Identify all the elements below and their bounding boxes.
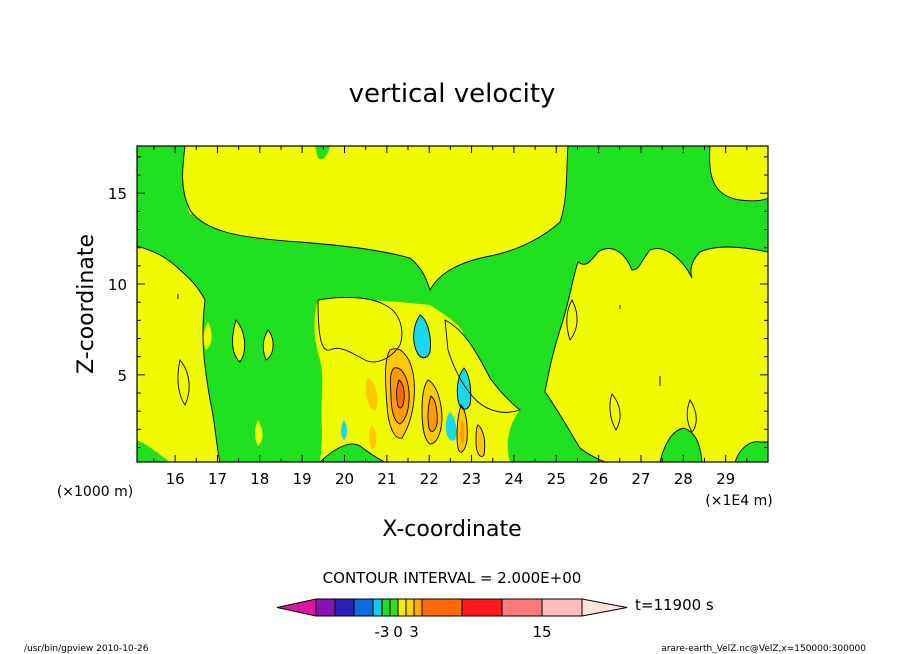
y-tick-label: 5 [117, 367, 127, 385]
colorbar-swatch [315, 598, 336, 617]
colorbar-tick-label: -3 [375, 623, 390, 641]
colorbar-swatch [381, 598, 391, 617]
x-unit-right: (×1E4 m) [705, 493, 772, 509]
x-tick-label: 25 [547, 470, 566, 488]
colorbar-swatch [389, 598, 399, 617]
x-tick-label: 20 [335, 470, 354, 488]
chart-title: vertical velocity [349, 79, 556, 109]
contour-interval-label: CONTOUR INTERVAL = 2.000E+00 [323, 569, 582, 587]
x-tick-label: 21 [377, 470, 396, 488]
colorbar-swatch [397, 598, 407, 617]
x-tick-label: 16 [166, 470, 185, 488]
x-axis: 16 17 18 19 20 21 22 23 24 25 26 27 28 29 [153, 146, 748, 488]
y-tick-label: 15 [108, 185, 127, 203]
colorbar-swatch [461, 598, 503, 617]
y-axis-label: Z-coordinate [74, 234, 99, 374]
footer-left: /usr/bin/gpview 2010-10-26 [24, 644, 149, 654]
x-tick-label: 19 [293, 470, 312, 488]
negative-velocity-region [137, 146, 768, 462]
downdraft-cores [341, 315, 471, 441]
x-tick-label: 29 [716, 470, 735, 488]
x-tick-label: 22 [420, 470, 439, 488]
colorbar-swatch [405, 598, 415, 617]
colorbar-swatch [421, 598, 463, 617]
colorbar-swatch [372, 598, 383, 617]
x-unit-left: (×1000 m) [57, 484, 133, 500]
y-tick-label: 10 [108, 276, 127, 294]
colorbar-swatch [541, 598, 583, 617]
plot-frame [136, 145, 769, 463]
y-axis: 5 10 15 [108, 156, 768, 448]
x-tick-label: 26 [589, 470, 608, 488]
colorbar: -3 0 3 15 [276, 598, 628, 641]
x-tick-label: 18 [250, 470, 269, 488]
colorbar-swatch [353, 598, 374, 617]
time-label: t=11900 s [635, 596, 714, 614]
x-tick-label: 28 [674, 470, 693, 488]
footer-right: arare-earth_VelZ.nc@VelZ,x=150000:300000 [661, 644, 866, 654]
x-axis-label: X-coordinate [382, 517, 521, 542]
colorbar-tick-label: 0 [393, 623, 403, 641]
colorbar-tick-label: 15 [532, 623, 551, 641]
colorbar-arrow-right [581, 598, 628, 617]
colorbar-tick-label: 3 [409, 623, 419, 641]
updraft-cores [366, 348, 485, 457]
x-tick-label: 17 [208, 470, 227, 488]
contour-field [137, 146, 768, 462]
x-tick-label: 23 [462, 470, 481, 488]
colorbar-swatch [334, 598, 355, 617]
x-tick-label: 27 [631, 470, 650, 488]
colorbar-swatch [501, 598, 543, 617]
contour-lines [137, 146, 768, 462]
colorbar-arrow-left [276, 598, 317, 617]
x-tick-label: 24 [504, 470, 523, 488]
colorbar-swatch [413, 598, 423, 617]
